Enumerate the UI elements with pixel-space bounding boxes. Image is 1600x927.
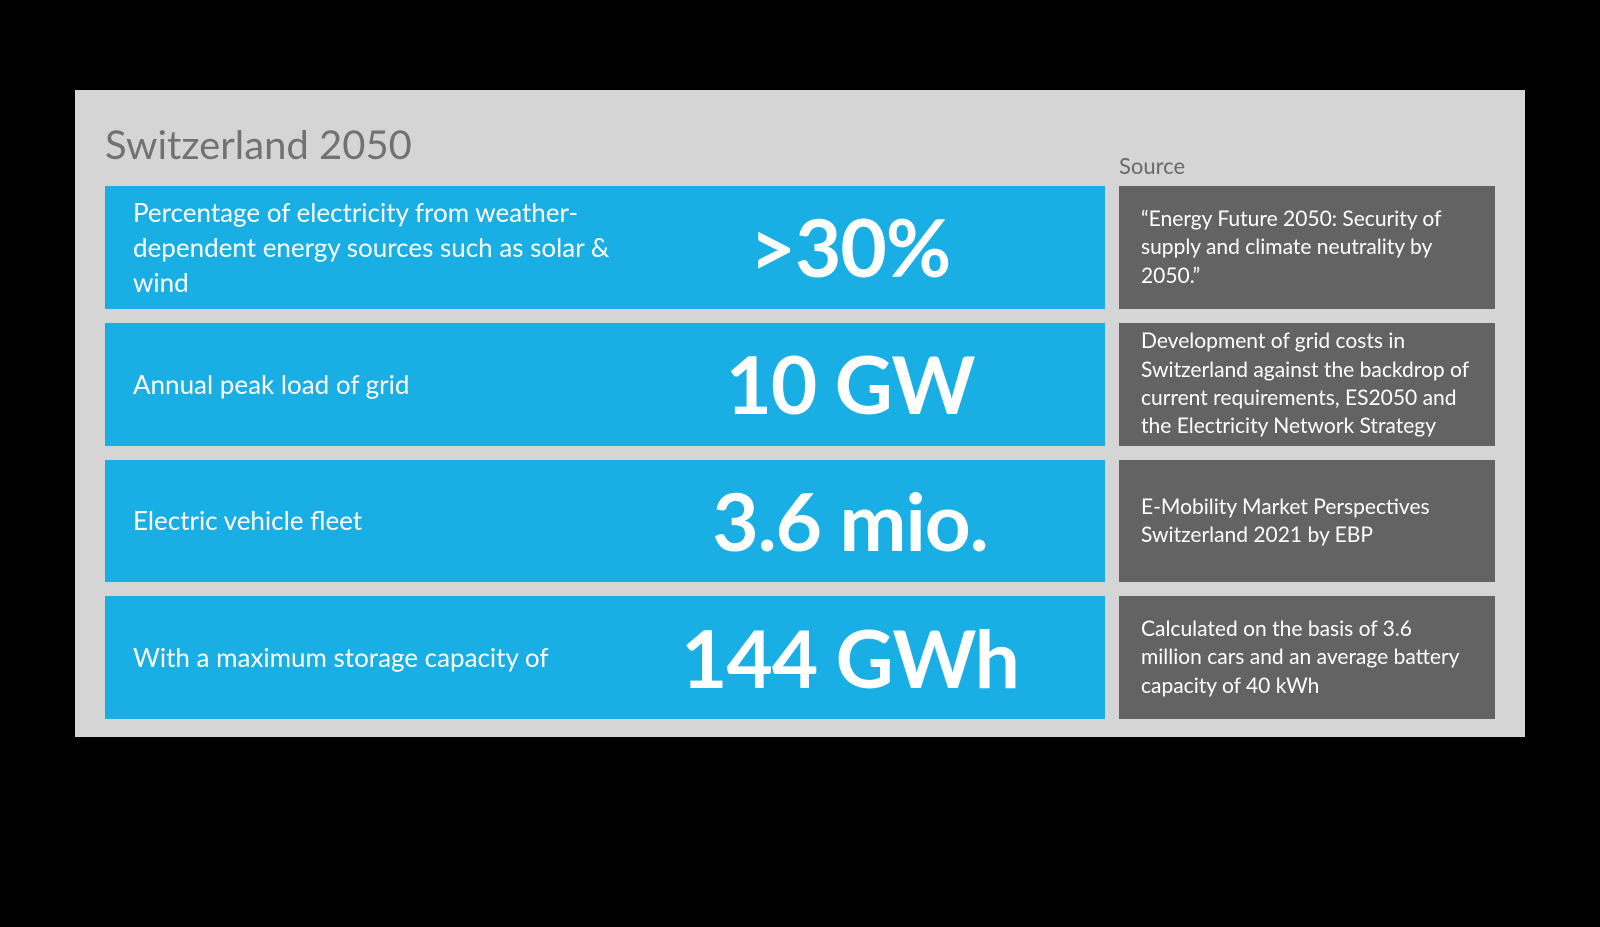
metric-row: With a maximum storage capacity of 144 G…: [105, 596, 1495, 719]
metric-label: Annual peak load of grid: [133, 367, 623, 402]
metric-value: 10 GW: [623, 336, 1077, 432]
source-text: Development of grid costs in Switzerland…: [1141, 327, 1473, 440]
metric-rows: Percentage of electricity from weather-d…: [105, 186, 1495, 719]
source-text: “Energy Future 2050: Security of supply …: [1141, 205, 1473, 290]
metric-row: Annual peak load of grid 10 GW Developme…: [105, 323, 1495, 446]
source-card: Development of grid costs in Switzerland…: [1119, 323, 1495, 446]
source-text: E-Mobility Market Perspectives Switzerla…: [1141, 493, 1473, 550]
source-card: E-Mobility Market Perspectives Switzerla…: [1119, 460, 1495, 583]
metric-card: Percentage of electricity from weather-d…: [105, 186, 1105, 309]
slide: Switzerland 2050 Source Percentage of el…: [75, 90, 1525, 737]
metric-label: With a maximum storage capacity of: [133, 640, 623, 675]
slide-title: Switzerland 2050: [105, 120, 1495, 168]
source-card: Calculated on the basis of 3.6 million c…: [1119, 596, 1495, 719]
stage: Switzerland 2050 Source Percentage of el…: [75, 0, 1525, 927]
metric-label: Electric vehicle fleet: [133, 503, 623, 538]
metric-card: With a maximum storage capacity of 144 G…: [105, 596, 1105, 719]
metric-card: Annual peak load of grid 10 GW: [105, 323, 1105, 446]
source-text: Calculated on the basis of 3.6 million c…: [1141, 615, 1473, 700]
source-card: “Energy Future 2050: Security of supply …: [1119, 186, 1495, 309]
metric-row: Percentage of electricity from weather-d…: [105, 186, 1495, 309]
source-column-header: Source: [1119, 152, 1185, 179]
metric-value: 144 GWh: [623, 610, 1077, 706]
metric-value: >30%: [623, 199, 1077, 295]
metric-row: Electric vehicle fleet 3.6 mio. E-Mobili…: [105, 460, 1495, 583]
metric-card: Electric vehicle fleet 3.6 mio.: [105, 460, 1105, 583]
metric-label: Percentage of electricity from weather-d…: [133, 195, 623, 300]
metric-value: 3.6 mio.: [623, 473, 1077, 569]
